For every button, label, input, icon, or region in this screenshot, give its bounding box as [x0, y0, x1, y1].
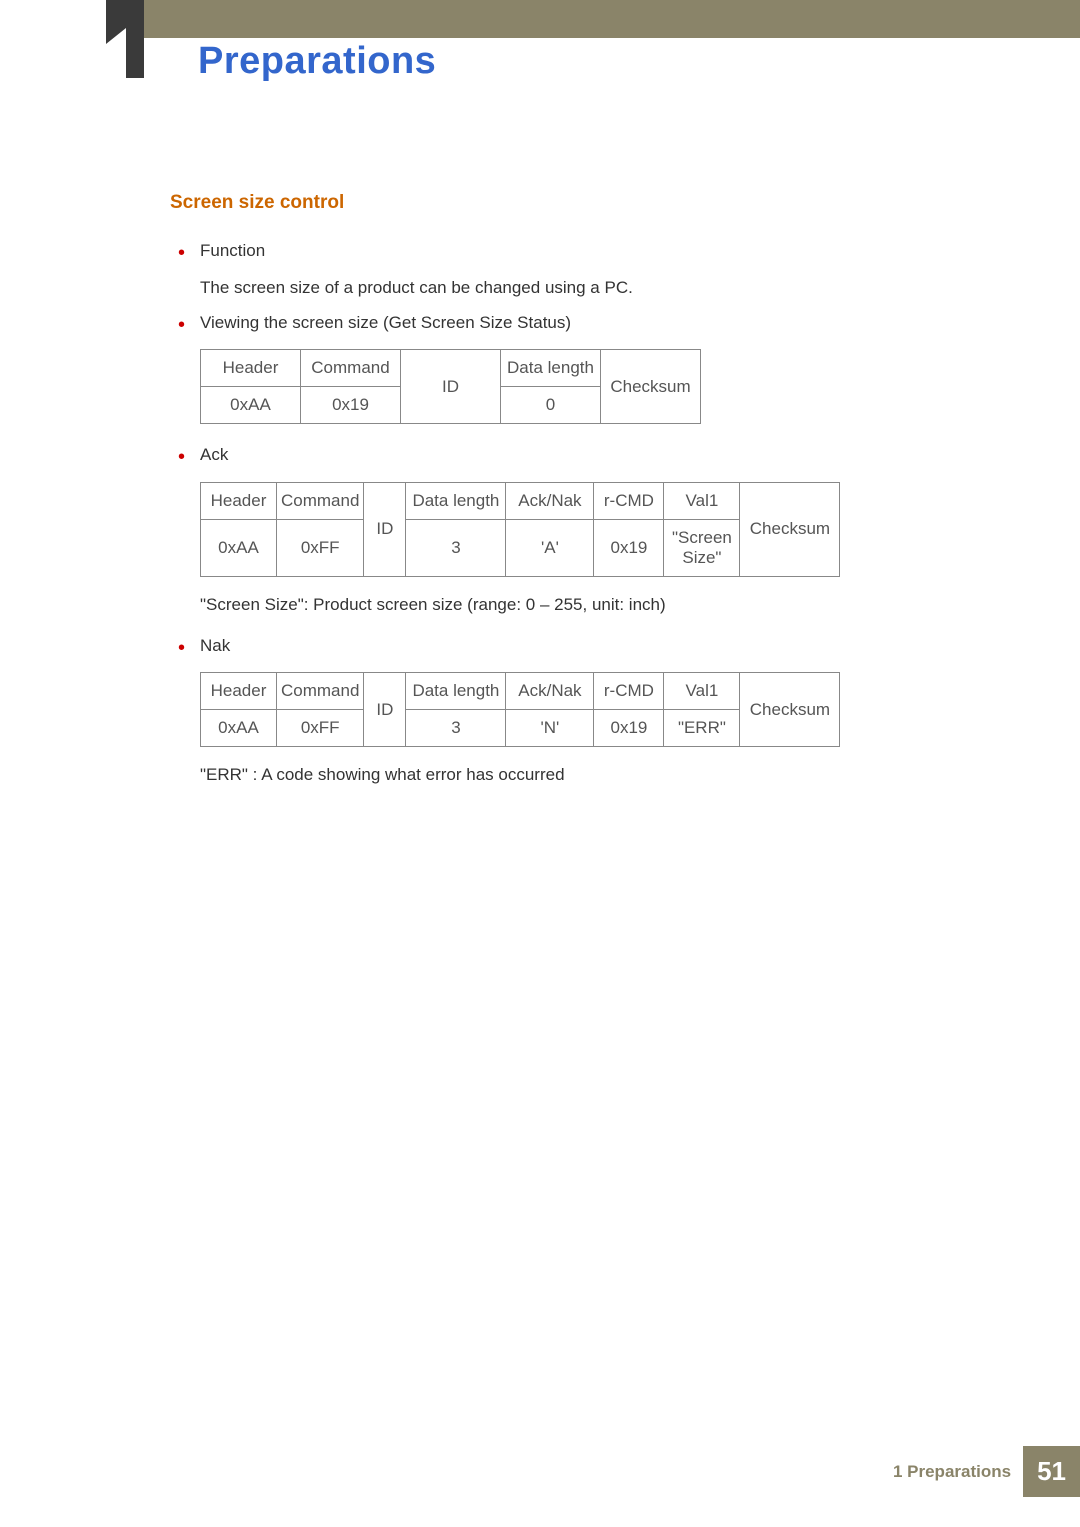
- cell-value: "ERR": [664, 710, 740, 747]
- cell-value: 3: [406, 710, 506, 747]
- top-underline: [142, 36, 1080, 38]
- cell-acknak: Ack/Nak: [506, 482, 594, 519]
- cell-value: 'A': [506, 519, 594, 576]
- cell-value: 0x19: [301, 387, 401, 424]
- cell-rcmd: r-CMD: [594, 673, 664, 710]
- cell-header: Header: [201, 350, 301, 387]
- cell-value: 0xAA: [201, 387, 301, 424]
- bullet-list: Viewing the screen size (Get Screen Size…: [170, 310, 930, 336]
- nak-note: "ERR" : A code showing what error has oc…: [200, 765, 930, 785]
- section-heading: Screen size control: [170, 192, 930, 214]
- bullet-viewing: Viewing the screen size (Get Screen Size…: [170, 310, 930, 336]
- cell-val1: Val1: [664, 482, 740, 519]
- cell-datalength: Data length: [501, 350, 601, 387]
- cell-checksum: Checksum: [601, 350, 701, 424]
- cell-header: Header: [201, 482, 277, 519]
- cell-value: 0xAA: [201, 710, 277, 747]
- table-ack: Header Command ID Data length Ack/Nak r-…: [200, 482, 840, 577]
- cell-acknak: Ack/Nak: [506, 673, 594, 710]
- content-area: Screen size control Function The screen …: [170, 192, 930, 803]
- cell-value: "Screen Size": [664, 519, 740, 576]
- bullet-nak: Nak: [170, 633, 930, 659]
- cell-value: 3: [406, 519, 506, 576]
- cell-checksum: Checksum: [740, 482, 840, 576]
- table-nak: Header Command ID Data length Ack/Nak r-…: [200, 672, 840, 747]
- cell-datalength: Data length: [406, 482, 506, 519]
- table-get-screen-size: Header Command ID Data length Checksum 0…: [200, 349, 701, 424]
- cell-rcmd: r-CMD: [594, 482, 664, 519]
- ack-note: "Screen Size": Product screen size (rang…: [200, 595, 930, 615]
- bullet-list: Function: [170, 238, 930, 264]
- page-title: Preparations: [198, 40, 436, 83]
- footer-page-number: 51: [1023, 1446, 1080, 1497]
- footer-label: 1 Preparations: [893, 1462, 1011, 1482]
- cell-id: ID: [364, 673, 406, 747]
- cell-value: 0: [501, 387, 601, 424]
- cell-value: 'N': [506, 710, 594, 747]
- table-row: Header Command ID Data length Ack/Nak r-…: [201, 482, 840, 519]
- cell-id: ID: [401, 350, 501, 424]
- bullet-function: Function: [170, 238, 930, 264]
- cell-value: 0xFF: [277, 519, 364, 576]
- cell-val1: Val1: [664, 673, 740, 710]
- bullet-nak-label: Nak: [200, 636, 230, 655]
- cell-command: Command: [277, 673, 364, 710]
- function-description: The screen size of a product can be chan…: [170, 278, 930, 298]
- cell-value: 0xAA: [201, 519, 277, 576]
- cell-value: 0x19: [594, 519, 664, 576]
- footer: 1 Preparations 51: [893, 1446, 1080, 1497]
- bullet-viewing-label: Viewing the screen size (Get Screen Size…: [200, 313, 571, 332]
- bullet-function-label: Function: [200, 241, 265, 260]
- cell-value: 0x19: [594, 710, 664, 747]
- bullet-list: Nak: [170, 633, 930, 659]
- table-row: Header Command ID Data length Checksum: [201, 350, 701, 387]
- bullet-ack: Ack: [170, 442, 930, 468]
- bullet-list: Ack: [170, 442, 930, 468]
- cell-checksum: Checksum: [740, 673, 840, 747]
- chapter-number-graphic: [94, 0, 154, 78]
- cell-id: ID: [364, 482, 406, 576]
- cell-datalength: Data length: [406, 673, 506, 710]
- table-row: Header Command ID Data length Ack/Nak r-…: [201, 673, 840, 710]
- cell-command: Command: [277, 482, 364, 519]
- top-bar: [142, 0, 1080, 36]
- bullet-ack-label: Ack: [200, 445, 228, 464]
- cell-command: Command: [301, 350, 401, 387]
- cell-header: Header: [201, 673, 277, 710]
- cell-value: 0xFF: [277, 710, 364, 747]
